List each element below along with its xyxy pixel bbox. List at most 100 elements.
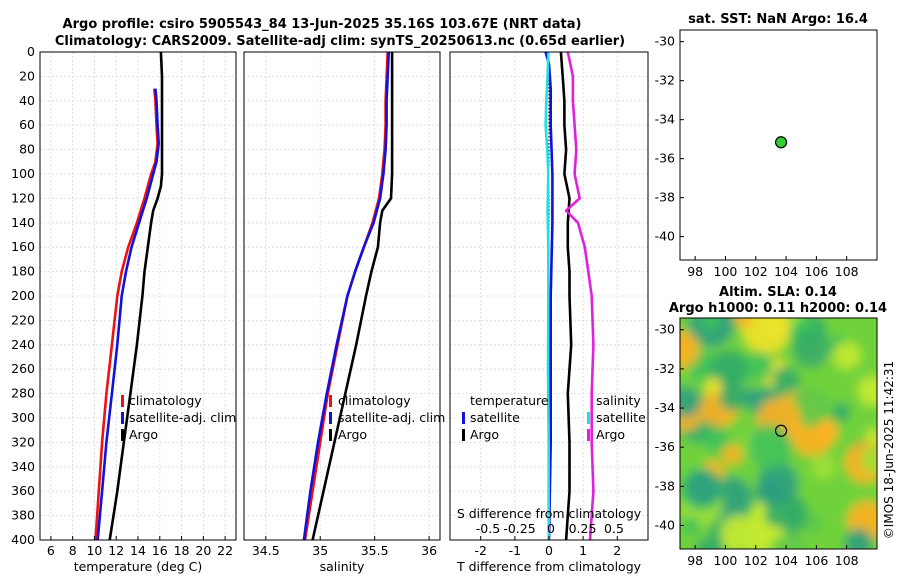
map-x-tick-label: 100	[714, 264, 738, 279]
depth-tick-label: 280	[11, 386, 35, 401]
series-line-satellite-adj-clim	[302, 51, 391, 541]
figure-title-line2: Climatology: CARS2009. Satellite-adj cli…	[55, 34, 625, 49]
t-difference-xlabel: T difference from climatology	[456, 559, 642, 574]
figure-title-line1: Argo profile: csiro 5905543_84 13-Jun-20…	[63, 17, 582, 32]
map-y-tick-label: -32	[655, 73, 675, 88]
heatmap-blob	[744, 352, 773, 381]
map-x-tick-label: 106	[804, 264, 828, 279]
legend-label-t-argo: Argo	[470, 427, 499, 442]
map-x-tick-label: 98	[687, 264, 703, 279]
sla-map-axes	[679, 317, 878, 550]
heatmap-blob	[865, 428, 877, 446]
legend-swatch-climatology	[121, 395, 124, 407]
s-diff-tick-label: 0.5	[604, 521, 624, 536]
legend-swatch-satellite	[329, 412, 332, 424]
x-tick-label: 6	[47, 543, 55, 558]
map-x-tick-label: 98	[687, 553, 703, 568]
difference-grid	[450, 51, 648, 541]
legend-label-t-satellite: satellite	[470, 410, 520, 425]
heatmap-blob	[747, 424, 792, 469]
salinity-panel: 34.5 35 35.5 36 salinity climatology satell…	[243, 51, 445, 574]
depth-tick-label: 300	[11, 410, 35, 425]
salinity-lines	[302, 51, 394, 541]
depth-tick-label: 120	[11, 190, 35, 205]
series-line-temperature-satellite	[544, 51, 554, 541]
series-line-salinity-argo	[564, 51, 595, 541]
map-y-tick-label: -36	[655, 439, 675, 454]
depth-tick-label: 20	[19, 68, 35, 83]
map-x-tick-label: 100	[714, 553, 738, 568]
x-tick-label: 34.5	[252, 543, 280, 558]
x-tick-label: 36	[421, 543, 437, 558]
sla-heatmap	[680, 318, 877, 549]
heatmap-blob	[857, 376, 877, 406]
x-tick-label: 8	[69, 543, 77, 558]
map-y-tick-label: -30	[655, 34, 675, 49]
map-y-tick-label: -30	[655, 322, 675, 337]
x-tick-label: 10	[86, 543, 102, 558]
x-tick-label: 0	[545, 543, 553, 558]
depth-tick-label: 160	[11, 239, 35, 254]
legend-swatch-argo	[121, 429, 124, 441]
s-diff-tick-label: 0.25	[569, 521, 597, 536]
heatmap-blob	[831, 402, 851, 422]
map-y-tick-label: -40	[655, 229, 675, 244]
heatmap-blob	[719, 384, 746, 411]
map-x-tick-label: 104	[774, 553, 798, 568]
sla-map-title-line2: Argo h1000: 0.11 h2000: 0.14	[669, 301, 887, 316]
depth-tick-label: 200	[11, 288, 35, 303]
temperature-xticks: 6 8 10 12 14 16 18 20 22	[47, 536, 233, 558]
sla-map-yticks: -30 -32 -34 -36 -38 -40	[655, 322, 684, 533]
argo-float-marker	[774, 136, 788, 149]
sla-map-points	[774, 424, 788, 437]
t-difference-xticks: -2 -1 0 1 2	[474, 536, 621, 558]
x-tick-label: 1	[579, 543, 587, 558]
sst-map-points	[774, 136, 788, 149]
heatmap-blob	[705, 377, 723, 395]
s-difference-xlabel: S difference from climatology	[457, 506, 642, 521]
map-y-tick-label: -40	[655, 518, 675, 533]
map-y-tick-label: -38	[655, 478, 675, 493]
sla-map-panel: Altim. SLA: 0.14 Argo h1000: 0.11 h2000:…	[655, 285, 888, 568]
imos-watermark: ©IMOS 18-Jun-2025 11:42:31	[882, 361, 896, 539]
sst-map-title: sat. SST: NaN Argo: 16.4	[688, 12, 868, 27]
heatmap-blob	[814, 419, 839, 444]
heatmap-blob	[680, 330, 700, 369]
map-y-tick-label: -38	[655, 190, 675, 205]
x-tick-label: 14	[130, 543, 146, 558]
depth-yticks: 0 20 40 60 80 100 120 140 160 180 200 220 240 260 280 3…	[11, 44, 35, 547]
depth-tick-label: 80	[19, 142, 35, 157]
legend-swatch-satellite	[121, 412, 124, 424]
series-line-salinity-satellite	[544, 51, 551, 540]
depth-tick-label: 140	[11, 215, 35, 230]
depth-tick-label: 320	[11, 434, 35, 449]
legend-swatch-argo	[329, 429, 332, 441]
x-tick-label: 22	[217, 543, 233, 558]
s-diff-tick-label: 0	[547, 521, 555, 536]
sla-map-xticks: 98 100 102 104 106 108	[687, 545, 859, 568]
heatmap-blob	[772, 366, 800, 394]
sla-map-title-line1: Altim. SLA: 0.14	[719, 285, 837, 300]
map-x-tick-label: 102	[744, 264, 768, 279]
x-tick-label: -1	[509, 543, 521, 558]
salinity-axes	[243, 51, 441, 541]
legend-swatch-t-satellite	[462, 412, 465, 424]
salinity-xticks: 34.5 35 35.5 36	[252, 536, 437, 558]
s-diff-tick-label: -0.5	[476, 521, 500, 536]
legend-swatch-t-argo	[462, 429, 465, 441]
legend-swatch-s-satellite	[587, 412, 590, 424]
x-tick-label: 20	[195, 543, 211, 558]
legend-label-s-satellite: satellite	[596, 410, 646, 425]
sst-map-yticks: -30 -32 -34 -36 -38 -40	[655, 34, 684, 244]
legend-label-argo: Argo	[338, 427, 367, 442]
legend-label-climatology: climatology	[129, 393, 202, 408]
depth-tick-label: 60	[19, 117, 35, 132]
depth-tick-label: 240	[11, 337, 35, 352]
legend-label-climatology: climatology	[338, 393, 411, 408]
argo-float-marker	[774, 424, 788, 437]
x-tick-label: 2	[613, 543, 621, 558]
difference-lines	[544, 51, 595, 541]
map-x-tick-label: 106	[804, 553, 828, 568]
